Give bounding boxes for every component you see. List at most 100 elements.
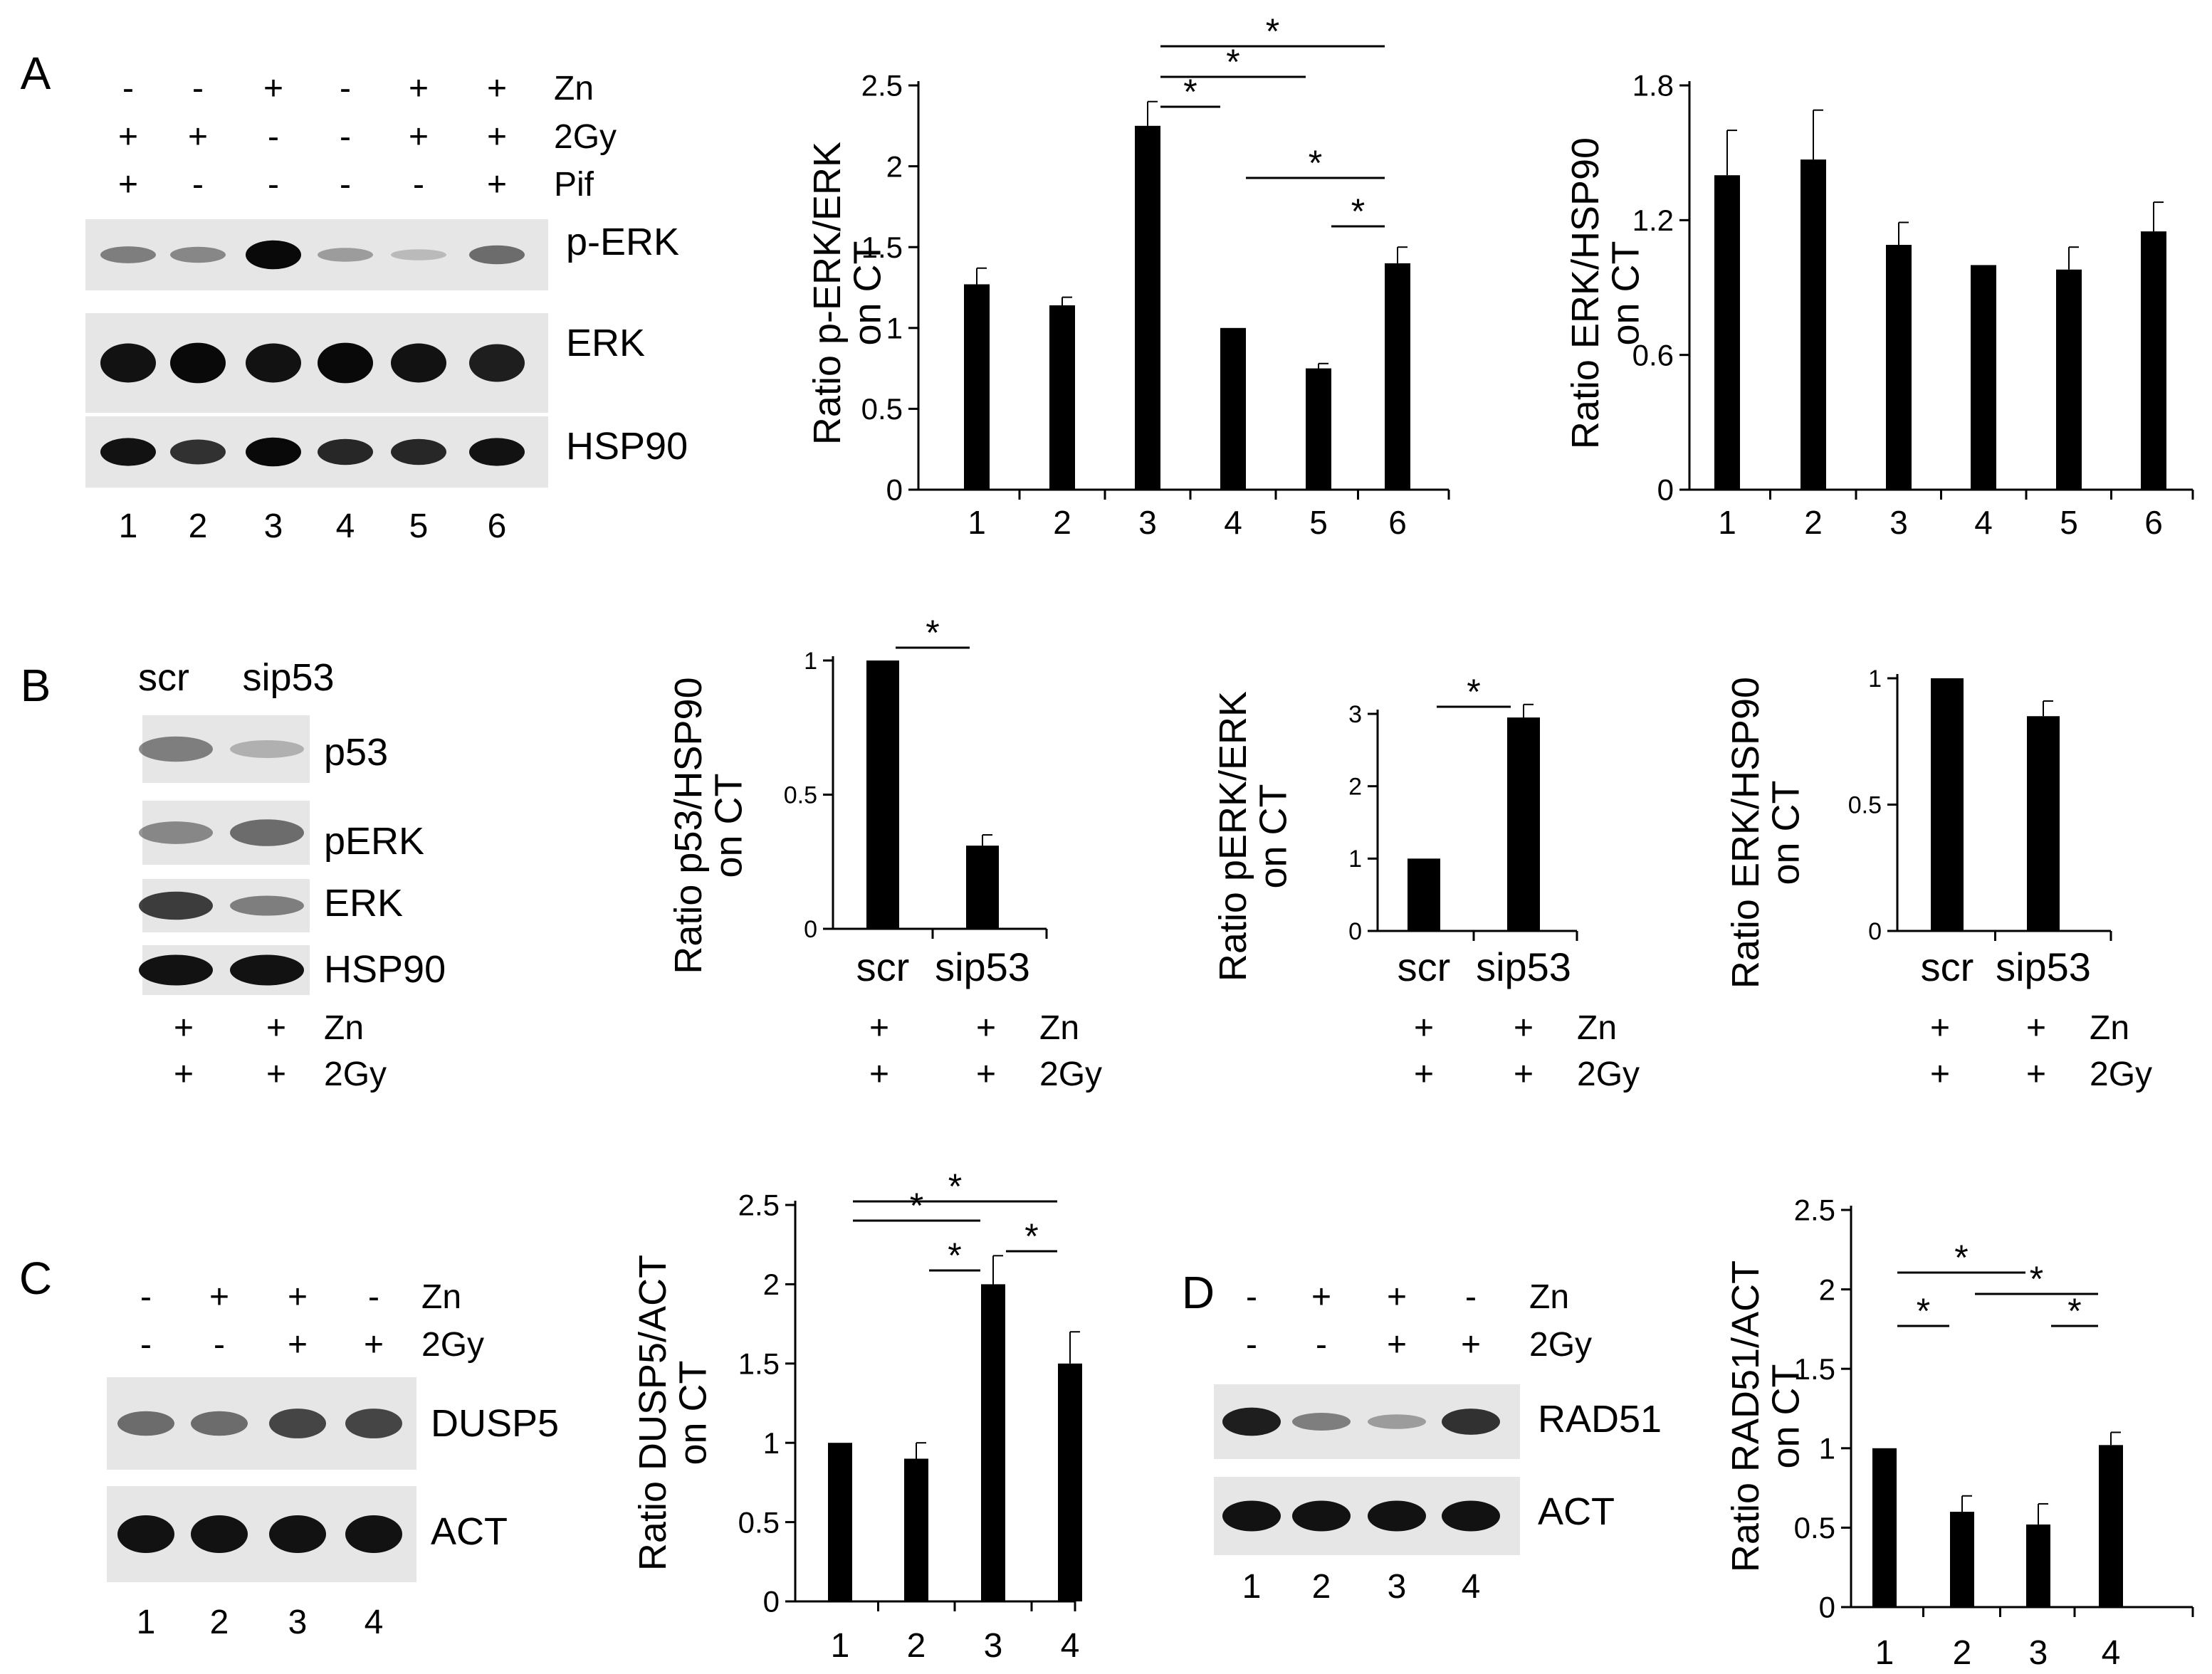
blot-band [230,895,304,916]
condition-sign: + [1461,1326,1481,1364]
blot-band [269,1515,326,1553]
condition-label: Zn [2090,1009,2129,1047]
y-tick-label: 1 [804,648,817,675]
condition-sign: + [209,1278,229,1316]
blot-header: sip53 [242,656,334,699]
blot-strip-label: ACT [1538,1490,1615,1533]
y-axis-label-line: on CT [1765,780,1808,885]
significance-star: * [1917,1291,1930,1331]
blot-panel-d: - + + - Zn - - + +2Gy RAD51 ACT 1 2 3 4 [1214,1278,1662,1606]
blot-strip-label: HSP90 [324,948,446,991]
significance-star: * [1226,42,1239,82]
condition-sign: + [288,1326,308,1364]
lane-number: 4 [365,1604,384,1641]
y-axis-label-line: Ratio ERK/HSP90 [1564,137,1607,449]
x-tick-label: 5 [1309,504,1328,541]
y-tick-label: 1 [1348,846,1362,873]
bar [1058,1363,1082,1601]
condition-sign: + [869,1056,889,1093]
significance-star: * [948,1236,961,1275]
blot-band [1368,1500,1426,1532]
y-tick-label: 0 [1657,473,1674,507]
x-tick-label: sip53 [1996,944,2091,989]
y-tick-label: 1 [1868,665,1882,693]
panel-label-a: A [21,48,51,99]
condition-sign: - [268,166,279,204]
y-axis-label: Ratio RAD51/ACTon CT [1724,1260,1808,1572]
condition-sign: - [1465,1278,1477,1316]
y-tick-label: 0 [1868,918,1882,945]
blot-band [345,1515,402,1553]
blot-band [318,248,373,262]
significance-star: * [2030,1259,2043,1299]
lane-number: 1 [137,1604,156,1641]
blot-band [318,438,373,465]
condition-label: Zn [1529,1278,1569,1316]
blot-band [230,819,304,846]
blot-band [170,246,226,263]
x-tick-label: 4 [1061,1627,1080,1665]
bar [964,284,990,490]
blot-band [391,249,446,260]
blot-band [345,1409,402,1438]
y-tick-label: 0.5 [784,781,817,809]
x-tick-label: 2 [907,1627,926,1665]
blot-band [391,343,446,383]
condition-sign: - [268,118,279,156]
condition-sign: - [1316,1326,1327,1364]
blot-band [1222,1500,1281,1532]
x-tick-label: 2 [1053,504,1071,541]
condition-sign: + [118,166,138,204]
condition-sign: + [288,1278,308,1316]
y-tick-label: 1.8 [1632,69,1674,102]
y-tick-label: 1 [763,1426,780,1460]
bar [966,846,999,929]
y-axis-label-line: on CT [1605,241,1647,345]
x-tick-label: scr [1921,944,1974,989]
bar [1872,1448,1897,1607]
x-tick-label: 3 [984,1627,1003,1665]
y-tick-label: 3 [1348,701,1362,728]
condition-sign: + [409,70,429,107]
y-tick-label: 0 [886,473,903,507]
y-axis-label-line: on CT [1252,784,1295,888]
bar [828,1443,852,1601]
condition-sign: + [1311,1278,1331,1316]
y-tick-label: 2 [1348,774,1362,801]
condition-sign: + [1930,1009,1950,1047]
blot-band [117,1411,174,1436]
x-tick-label: 3 [2029,1634,2048,1672]
y-tick-label: 2.5 [861,69,903,102]
blot-strip-label: ERK [566,322,645,364]
blot-strip-label: RAD51 [1538,1398,1662,1441]
y-tick-label: 0.6 [1632,338,1674,372]
blot-band [269,1409,326,1438]
significance-star: * [910,1186,923,1226]
y-tick-label: 1.2 [1632,204,1674,237]
blot-band [139,736,213,762]
condition-label: 2Gy [421,1326,484,1364]
condition-sign: + [266,1009,286,1047]
lane-number: 6 [488,507,507,545]
chart-a-erk: 0 0.6 1.2 1.8 1 2 3 4 5 6 Ratio ERK/HSP90on CT [1564,69,2194,541]
y-axis-label: Ratio p53/HSP90on CT [667,677,750,974]
blot-band [139,954,213,986]
condition-label: 2Gy [1577,1056,1640,1093]
blot-band [246,343,301,383]
bar [1135,125,1160,490]
significance-star: * [1266,11,1279,51]
lane-number: 3 [1388,1568,1407,1606]
x-tick-label: 4 [2102,1634,2121,1672]
condition-label: 2Gy [2090,1056,2152,1093]
y-tick-label: 1.5 [1794,1352,1835,1386]
condition-sign: + [266,1056,286,1093]
significance-star: * [1024,1216,1038,1256]
blot-strip [142,715,310,783]
y-tick-label: 1.5 [861,231,903,264]
y-axis-label: Ratio DUSP5/ACTon CT [631,1255,715,1571]
bar [1971,265,1996,490]
bar [2141,231,2166,490]
y-axis-label-line: Ratio p-ERK/ERK [806,142,849,445]
lane-number: 1 [119,507,138,545]
